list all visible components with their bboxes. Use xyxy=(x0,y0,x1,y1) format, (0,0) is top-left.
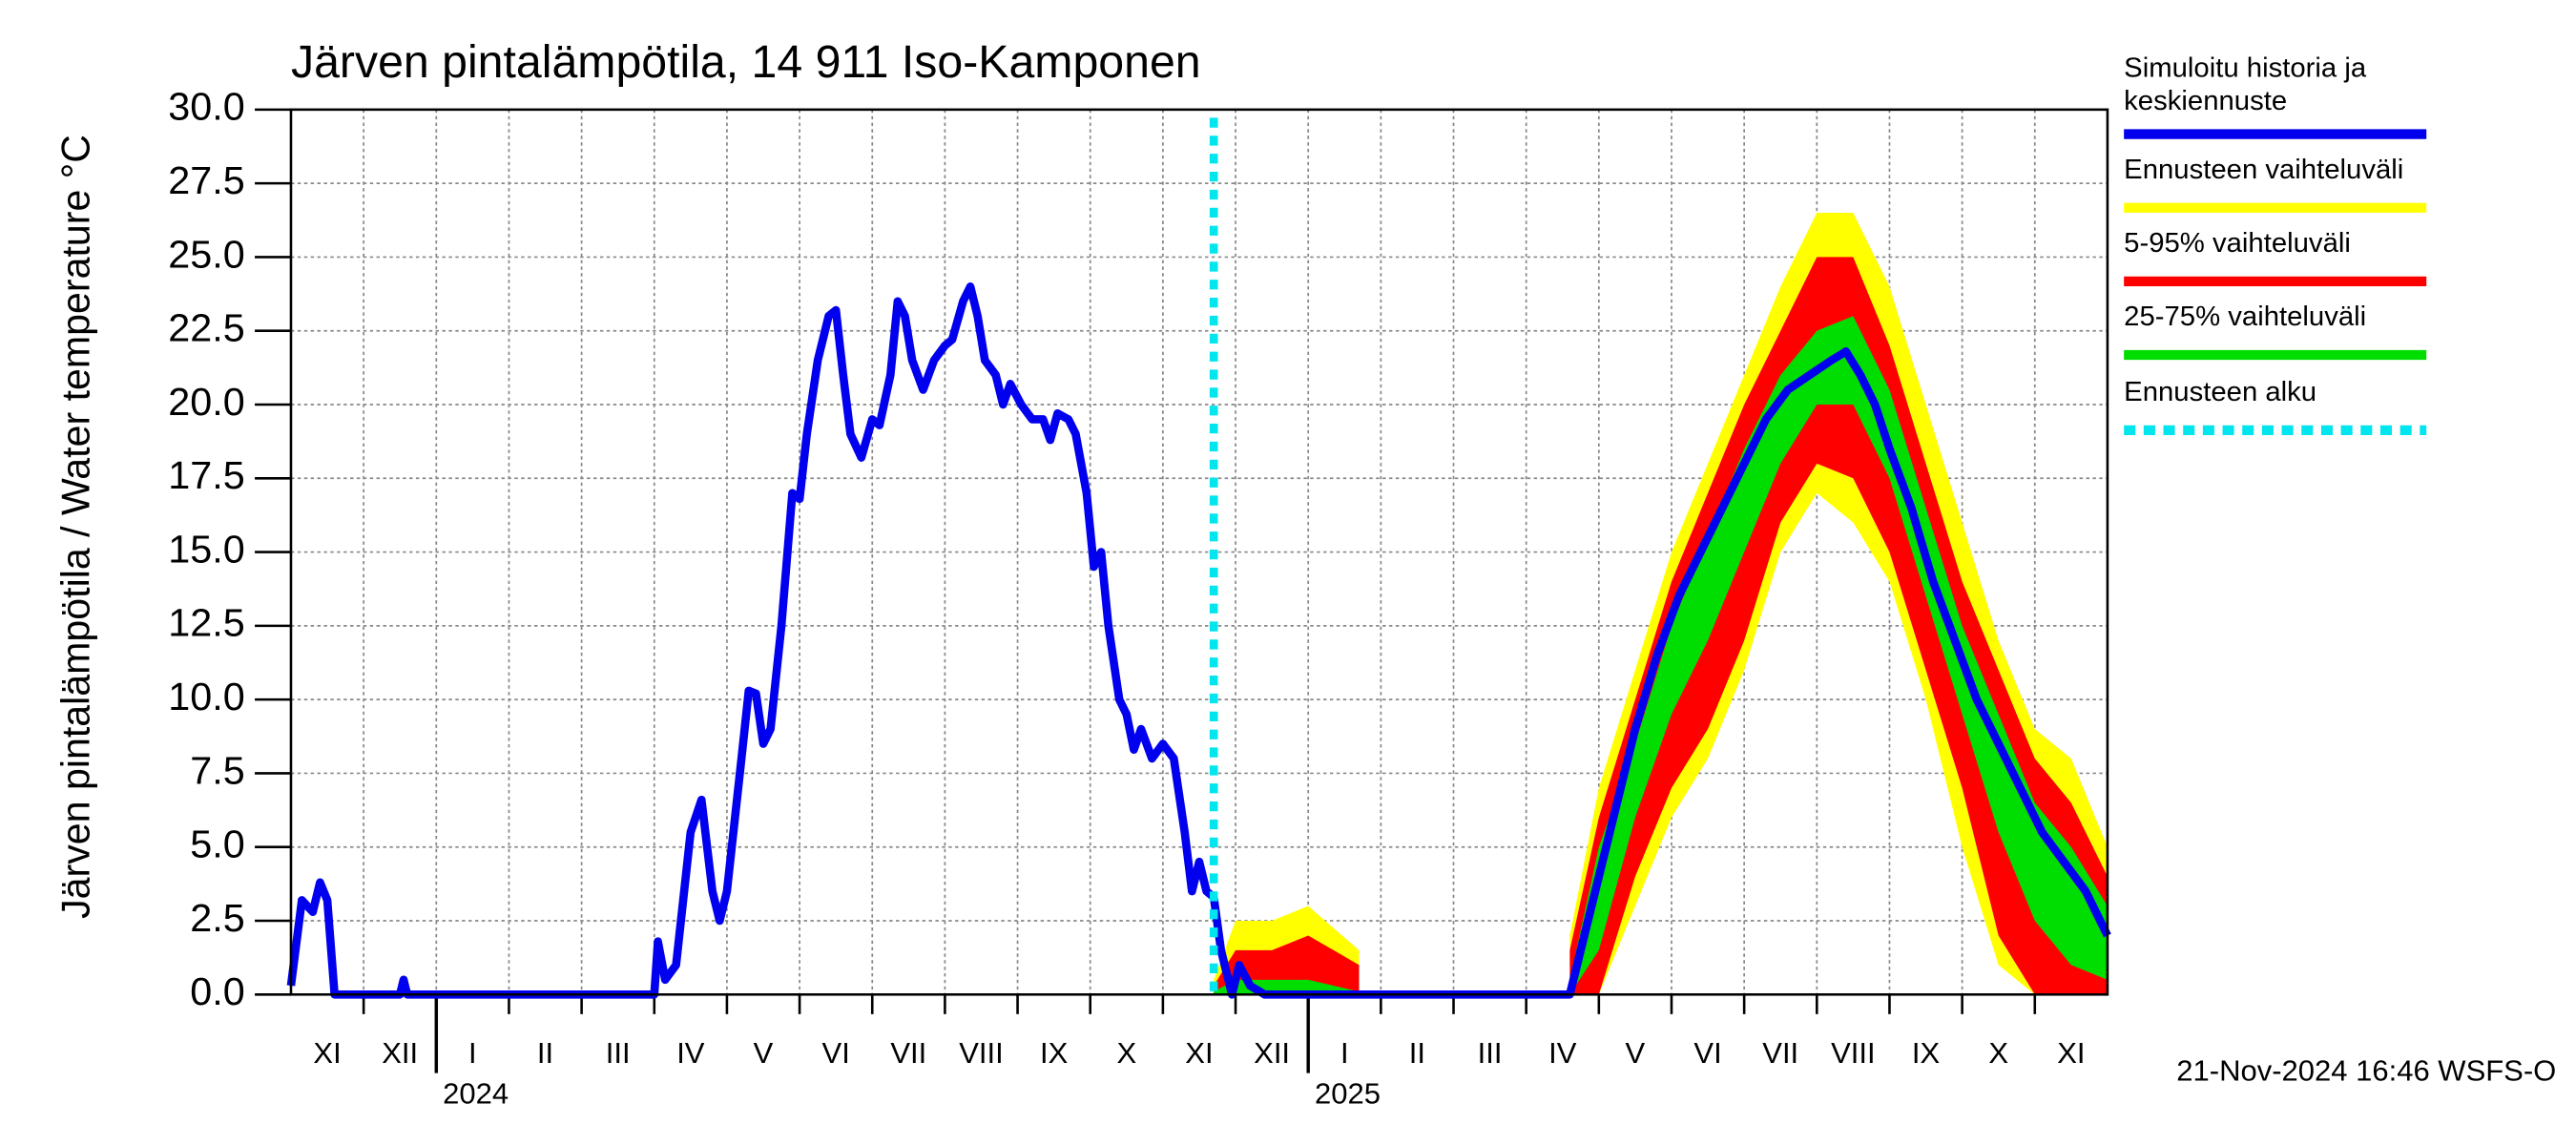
timestamp: 21-Nov-2024 16:46 WSFS-O xyxy=(2176,1054,2556,1088)
x-month-label: XII xyxy=(1254,1036,1290,1070)
x-month-label: VII xyxy=(890,1036,926,1070)
y-tick-label: 0.0 xyxy=(190,969,244,1013)
x-month-label: VIII xyxy=(1831,1036,1876,1070)
y-tick-label: 15.0 xyxy=(168,528,244,572)
x-month-label: XI xyxy=(313,1036,341,1070)
x-month-label: VI xyxy=(1693,1036,1721,1070)
legend-label: Ennusteen alku xyxy=(2124,376,2317,407)
legend-text-box: Ennusteen vaihteluväli xyxy=(2124,154,2404,185)
y-tick-label: 20.0 xyxy=(168,380,244,424)
y-tick-label: 12.5 xyxy=(168,601,244,645)
legend-text-box: 5-95% vaihteluväli xyxy=(2124,227,2351,259)
legend-label: 25-75% vaihteluväli xyxy=(2124,301,2367,332)
x-month-label: VII xyxy=(1762,1036,1798,1070)
x-month-label: IV xyxy=(676,1036,705,1070)
line xyxy=(286,282,2111,999)
year-label: 2025 xyxy=(1315,1077,1381,1111)
plot-frame xyxy=(289,108,2109,996)
year-label: 2024 xyxy=(443,1077,509,1111)
x-month-label: XII xyxy=(382,1036,418,1070)
x-month-label: XI xyxy=(2057,1036,2085,1070)
legend-text-box: Simuloitu historia ja keskiennuste xyxy=(2124,52,2367,116)
y-tick-label: 17.5 xyxy=(168,453,244,497)
y-tick-label: 22.5 xyxy=(168,306,244,350)
y-tick-label: 2.5 xyxy=(190,896,244,940)
y-tick-label: 5.0 xyxy=(190,822,244,866)
legend-text-box: 25-75% vaihteluväli xyxy=(2124,301,2367,332)
x-month-label: V xyxy=(1626,1036,1646,1070)
y-axis-label: Järven pintalämpötila / Water temperatur… xyxy=(54,135,98,919)
x-month-label: XI xyxy=(1185,1036,1213,1070)
x-month-label: III xyxy=(606,1036,631,1070)
y-tick-label: 7.5 xyxy=(190,748,244,792)
x-month-label: X xyxy=(1116,1036,1136,1070)
legend-label: Simuloitu historia ja keskiennuste xyxy=(2124,52,2367,116)
x-month-label: IV xyxy=(1548,1036,1577,1070)
y-tick-label: 27.5 xyxy=(168,158,244,202)
x-month-label: VIII xyxy=(959,1036,1004,1070)
legend-label: Ennusteen vaihteluväli xyxy=(2124,154,2404,185)
x-month-label: II xyxy=(1409,1036,1425,1070)
x-month-label: I xyxy=(468,1036,477,1070)
y-tick-label: 30.0 xyxy=(168,85,244,129)
x-month-label: VI xyxy=(822,1036,850,1070)
legend-label: 5-95% vaihteluväli xyxy=(2124,227,2351,259)
x-month-label: II xyxy=(537,1036,553,1070)
x-month-label: IX xyxy=(1040,1036,1068,1070)
legend-text-box: Ennusteen alku xyxy=(2124,376,2317,407)
y-tick-label: 10.0 xyxy=(168,675,244,718)
x-month-label: V xyxy=(754,1036,774,1070)
band xyxy=(1569,257,2108,995)
x-month-label: X xyxy=(1988,1036,2008,1070)
x-month-label: III xyxy=(1478,1036,1503,1070)
x-month-label: IX xyxy=(1912,1036,1940,1070)
y-tick-label: 25.0 xyxy=(168,232,244,276)
chart-title: Järven pintalämpötila, 14 911 Iso-Kampon… xyxy=(291,36,1201,88)
x-month-label: I xyxy=(1340,1036,1349,1070)
band xyxy=(1569,316,2108,995)
